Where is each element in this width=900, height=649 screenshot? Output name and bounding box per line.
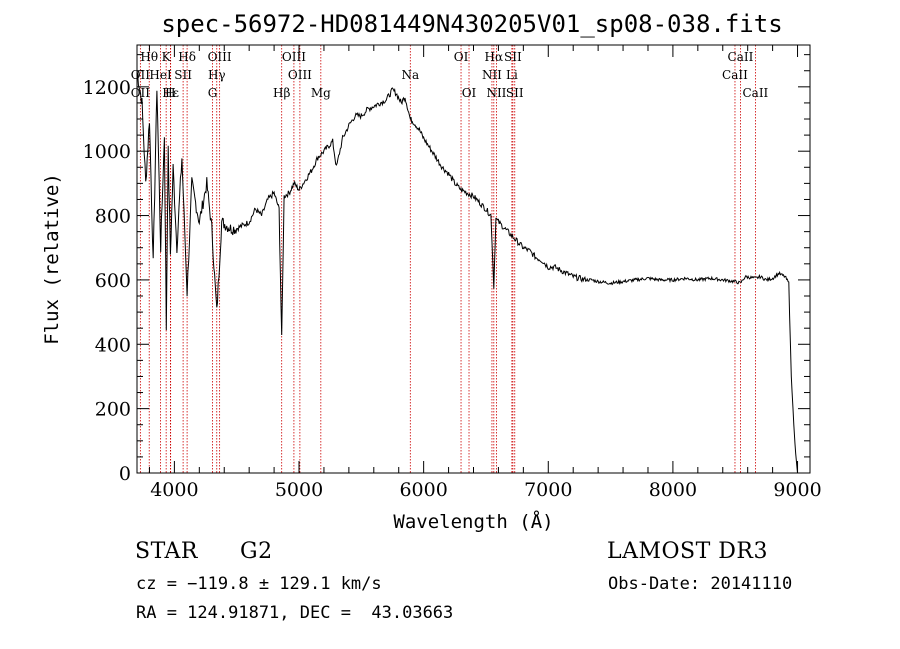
y-tick-label: 1000 [83,141,131,163]
spectrum-line [136,70,798,474]
line-label: CaII [742,86,768,100]
x-axis-title: Wavelength (Å) [393,510,553,533]
line-label: HeI [149,68,172,82]
y-tick-label: 600 [95,270,131,292]
survey-name: LAMOST DR3 [607,539,768,564]
x-tick-label: 9000 [773,479,821,501]
line-label: OIII [282,50,306,64]
y-tick-label: 400 [95,334,131,356]
y-tick-label: 200 [95,399,131,421]
obs-date: Obs-Date: 20141110 [608,574,793,594]
x-tick-label: 4000 [150,479,198,501]
line-label: K [162,50,172,64]
line-label: Hγ [208,68,226,82]
chart-title: spec-56972-HD081449N430205V01_sp08-038.f… [161,10,782,38]
line-label: SII [174,68,192,82]
line-label: SII [506,86,524,100]
line-label: Hδ [178,50,196,64]
redshift-text: cz = −119.8 ± 129.1 km/s [136,574,382,594]
coordinates-text: RA = 124.91871, DEC = 43.03663 [136,603,454,623]
x-tick-label: 6000 [399,479,447,501]
line-label: CaII [728,50,754,64]
x-tick-label: 7000 [524,479,572,501]
line-label: OI [454,50,469,64]
line-label: Hβ [273,86,290,100]
line-label: Mg [311,86,331,100]
line-label: Hε [162,86,179,100]
object-class: STAR [135,539,198,564]
line-label: SII [504,50,522,64]
y-tick-label: 800 [95,206,131,228]
object-subclass: G2 [240,539,273,564]
line-label: CaII [722,68,748,82]
x-tick-label: 8000 [649,479,697,501]
line-label: NII [486,86,506,100]
line-label: OI [462,86,477,100]
line-label: G [208,86,218,100]
line-label: NII [482,68,502,82]
x-tick-label: 5000 [275,479,323,501]
line-label: Hθ [140,50,158,64]
line-label: Na [401,68,419,82]
plot-frame [136,44,811,474]
line-label: OII [131,68,151,82]
line-label: Li [506,68,518,82]
y-tick-label: 1200 [83,77,131,99]
line-label: OIII [288,68,312,82]
y-tick-label: 0 [119,463,131,485]
line-label: OIII [208,50,232,64]
line-label: Hα [485,50,504,64]
y-axis-title: Flux (relative) [41,173,63,345]
line-label: H [165,86,175,100]
